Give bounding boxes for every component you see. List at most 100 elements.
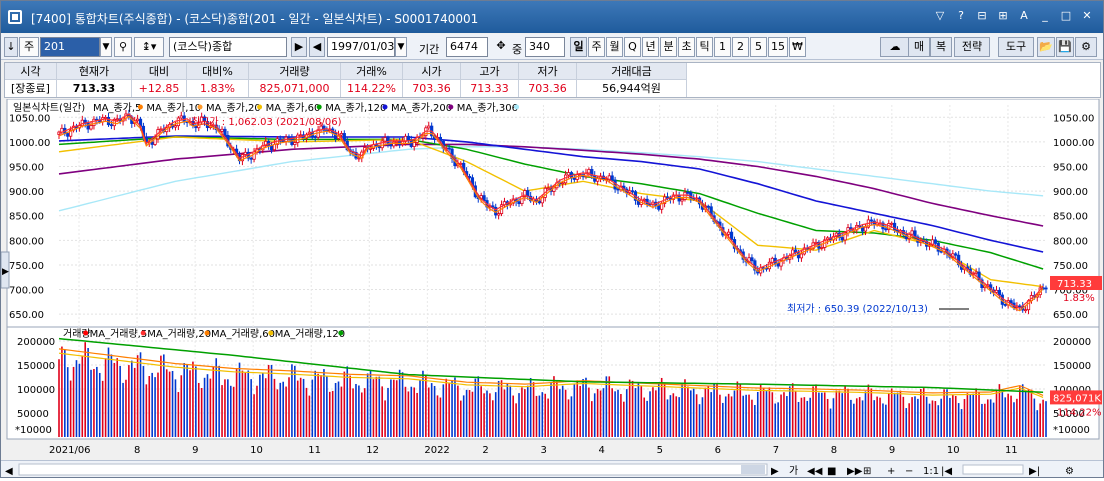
volume-bar [349,375,351,437]
volume-bar [262,372,264,437]
volume-bar [90,369,92,437]
legend-label: MA_종가,306 [457,102,518,114]
volume-bar [384,400,386,437]
timeframe-button-8[interactable]: 1 [714,37,731,57]
nav-down-button[interactable]: ↓ [4,37,18,57]
timeframe-button-7[interactable]: 틱 [696,37,713,57]
current-price-box [1050,275,1102,290]
volume-bar [524,389,526,437]
count-input[interactable]: 340 [525,37,565,57]
volume-bar [937,405,940,437]
timeframe-button-5[interactable]: 분 [660,37,677,57]
title-button-0[interactable]: ▽ [935,9,945,22]
date-input[interactable]: 1997/01/03 [327,37,395,57]
candle-body [657,205,661,210]
date-dropdown-icon[interactable]: ▼ [395,37,407,57]
title-button-6[interactable]: □ [1060,9,1072,22]
volume-bar [617,389,619,437]
right-button-1[interactable]: 복 [930,37,952,57]
zoom-slider[interactable] [962,464,1024,475]
volume-bar [544,393,547,437]
bottom-button-2[interactable]: 가 [789,465,798,477]
volume-bar [113,362,116,437]
x-tick-label: 8 [831,445,837,456]
timeframe-button-12[interactable]: ₩ [789,37,806,57]
bottom-button-3[interactable]: ◀◀ [807,466,823,477]
timeframe-button-9[interactable]: 2 [732,37,749,57]
candle-body [243,151,247,155]
candle-body [115,118,119,121]
bottom-button-6[interactable]: ⊞ [863,466,871,477]
volume-tick-right: 200000 [1053,337,1091,348]
candle-body [249,157,253,160]
market-button[interactable]: 주 [19,37,39,57]
candle-body [537,200,541,204]
scroll-left-button[interactable]: ◀ [5,466,13,477]
right-button-3[interactable]: 도구 [998,37,1034,57]
timeframe-button-3[interactable]: Q [624,37,641,57]
timeframe-button-0[interactable]: 일 [570,37,587,57]
move-icon[interactable]: ✥ [496,39,506,52]
volume-bar [739,383,742,437]
save-icon[interactable]: 💾 [1056,37,1074,57]
volume-bar [998,384,1001,437]
right-button-2[interactable]: 전략 [954,37,990,57]
bottom-button-9[interactable]: 1:1 [923,466,939,477]
volume-bar [1016,398,1018,437]
x-tick-label: 6 [715,445,721,456]
legend-marker [197,104,203,110]
bottom-button-8[interactable]: − [905,466,913,477]
volume-bar [713,383,715,437]
code-dropdown-icon[interactable]: ▼ [100,37,112,57]
title-button-3[interactable]: ⊞ [998,9,1008,22]
volume-tick-left: 100000 [17,385,55,396]
bottom-button-10[interactable]: |◀ [941,466,952,477]
volume-bar [759,385,762,437]
bottom-button-7[interactable]: + [887,466,895,477]
settings-icon[interactable]: ⚙ [1075,37,1097,57]
title-button-7[interactable]: ✕ [1082,9,1092,22]
volume-bar [451,380,453,437]
timeframe-button-11[interactable]: 15 [768,37,788,57]
bottom-button-5[interactable]: ▶▶ [847,466,863,477]
candle-body [482,195,486,201]
title-button-4[interactable]: A [1020,9,1028,22]
search-icon[interactable]: ⚲ [114,37,132,57]
title-button-5[interactable]: _ [1042,9,1048,22]
volume-bar [864,391,867,437]
title-button-2[interactable]: ⊟ [977,9,987,22]
prev-button[interactable]: ◀ [309,37,325,57]
timeframe-button-4[interactable]: 년 [642,37,659,57]
period-input[interactable]: 6474 [446,37,488,57]
chart-svg[interactable]: ▶ 1050.00 1050.00 1000.00 1000.00 950.00 950.0… [0,98,1103,461]
timeframe-button-2[interactable]: 월 [606,37,623,57]
volume-bar [620,394,622,437]
timeframe-button-1[interactable]: 주 [588,37,605,57]
title-button-1[interactable]: ? [958,9,964,22]
horizontal-scrollbar[interactable] [18,463,768,476]
cloud-icon[interactable]: ☁ [880,37,910,57]
folder-icon[interactable]: 📂 [1037,37,1055,57]
volume-bar [931,400,934,437]
volume-bar [861,400,864,437]
volume-bar [826,398,829,437]
candle-body [770,257,774,263]
bottom-button-11[interactable]: ▶| [1029,466,1040,477]
candle-body [223,128,227,136]
scroll-thumb[interactable] [741,465,765,474]
right-button-0[interactable]: 매 [908,37,930,57]
bottom-button-4[interactable]: ■ [827,466,836,477]
candle-body [339,133,344,136]
code-input[interactable]: 201 [40,37,100,57]
sort-icon[interactable]: ↨▾ [134,37,164,57]
next-button[interactable]: ▶ [291,37,307,57]
scroll-right-button[interactable]: ▶ [771,466,779,477]
volume-bar [890,388,893,437]
x-tick-label: 12 [366,445,379,456]
chart-settings-icon[interactable]: ⚙ [1065,466,1074,477]
name-field[interactable]: (코스닥)종합 [169,37,287,57]
candle-body [642,198,646,201]
volume-bar [387,387,389,437]
timeframe-button-10[interactable]: 5 [750,37,767,57]
timeframe-button-6[interactable]: 초 [678,37,695,57]
